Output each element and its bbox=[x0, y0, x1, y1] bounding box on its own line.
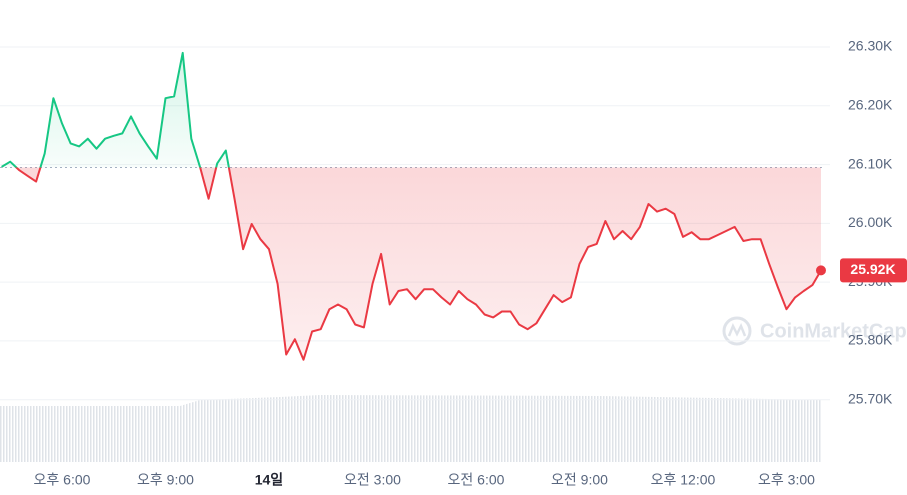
y-tick-label: 25.70K bbox=[848, 390, 893, 406]
x-tick-label: 오전 9:00 bbox=[551, 472, 608, 488]
x-tick-label: 14일 bbox=[255, 472, 283, 488]
x-tick-label: 오전 3:00 bbox=[344, 472, 401, 488]
last-price-dot bbox=[815, 265, 826, 276]
x-tick-label: 오후 9:00 bbox=[137, 472, 194, 488]
y-tick-label: 25.80K bbox=[848, 332, 893, 348]
x-tick-label: 오후 12:00 bbox=[651, 472, 716, 488]
y-tick-label: 26.00K bbox=[848, 214, 893, 230]
price-label: 25.92K bbox=[850, 261, 895, 277]
y-tick-label: 26.30K bbox=[848, 38, 893, 54]
x-tick-label: 오후 3:00 bbox=[758, 472, 815, 488]
watermark: CoinMarketCap bbox=[722, 316, 907, 346]
area-fill bbox=[1, 52, 822, 360]
y-tick-label: 26.20K bbox=[848, 97, 893, 113]
x-tick-label: 오후 6:00 bbox=[34, 472, 91, 488]
price-line bbox=[1, 51, 822, 361]
y-tick-label: 26.10K bbox=[848, 155, 893, 171]
price-label-box bbox=[840, 258, 907, 283]
volume-bars bbox=[0, 395, 822, 462]
watermark-text: CoinMarketCap bbox=[760, 320, 907, 342]
x-tick-label: 오전 6:00 bbox=[448, 472, 505, 488]
